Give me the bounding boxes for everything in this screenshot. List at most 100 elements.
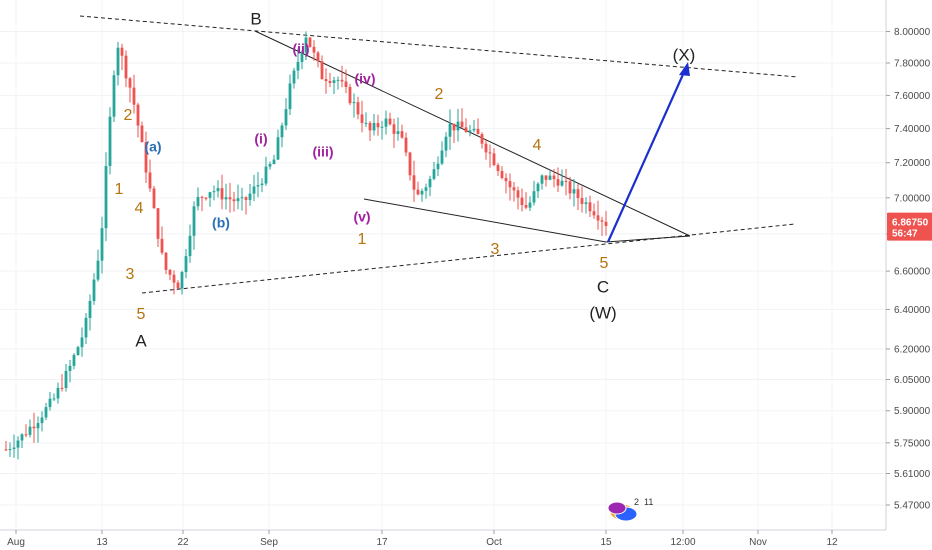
candle-body <box>404 137 408 153</box>
candle-body <box>72 355 76 366</box>
triangle-lower-line <box>363 198 607 243</box>
candle-body <box>592 211 596 216</box>
y-axis: 8.00000 7.80000 7.60000 7.40000 7.20000 7.000… <box>885 0 932 530</box>
candle-body <box>284 109 288 126</box>
candle-body <box>584 202 588 205</box>
triangle-base-line <box>605 235 691 243</box>
candle-body <box>212 191 216 193</box>
candle-body <box>300 52 304 62</box>
y-tick-label: 5.61000 <box>894 469 931 480</box>
candle-body <box>228 197 232 200</box>
candle-body <box>440 150 444 164</box>
candle-body <box>108 116 112 167</box>
candle-body <box>456 121 460 131</box>
candle-body <box>32 426 36 429</box>
candle-body <box>96 260 100 280</box>
candle-body <box>112 75 116 117</box>
candle-body <box>416 189 420 195</box>
candle-body <box>76 347 80 356</box>
candle-body <box>140 125 144 143</box>
candle-body <box>384 118 388 127</box>
candle-body <box>352 102 356 104</box>
candle-body <box>580 198 584 205</box>
wave-label: 5 <box>600 255 609 272</box>
last-price-countdown: 56:47 <box>892 229 918 240</box>
candle-body <box>556 179 560 186</box>
lower-dashed-line <box>141 223 796 294</box>
chart-grid <box>0 0 886 530</box>
y-tick-label: 7.60000 <box>894 91 931 102</box>
candle-body <box>484 143 488 153</box>
candle-body <box>356 102 360 115</box>
candle-body <box>372 123 376 131</box>
wave-label: A <box>135 331 147 350</box>
candle-body <box>136 104 140 126</box>
candle-body <box>328 81 332 83</box>
candle-body <box>204 197 208 199</box>
candle-body <box>432 169 436 179</box>
candle-body <box>412 175 416 190</box>
wave-label: (iii) <box>313 144 334 160</box>
candle-body <box>500 170 504 178</box>
candle-body <box>464 127 468 132</box>
candle-body <box>516 190 520 198</box>
candle-body <box>52 398 56 400</box>
candle-body <box>264 166 268 184</box>
events-badge[interactable]: 2 11 <box>607 497 653 522</box>
candle-body <box>240 197 244 199</box>
candle-body <box>160 238 164 253</box>
last-price-value: 6.86750 <box>892 218 929 229</box>
candle-body <box>292 70 296 84</box>
candle-body <box>368 122 372 131</box>
candle-body <box>248 193 252 200</box>
wave-label: 4 <box>533 137 542 154</box>
candle-body <box>604 221 608 226</box>
candle-body <box>252 186 256 194</box>
candle-body <box>312 46 316 53</box>
events-count: 11 <box>644 497 653 507</box>
candle-body <box>20 434 24 441</box>
candle-body <box>396 131 400 134</box>
candle-body <box>68 365 72 371</box>
candle-body <box>576 189 580 199</box>
wave-label: 1 <box>115 181 124 198</box>
candlestick-series <box>4 31 608 460</box>
candle-body <box>408 152 412 176</box>
candle-body <box>260 183 264 186</box>
candle-body <box>244 197 248 200</box>
candle-body <box>480 134 484 144</box>
candle-body <box>168 269 172 275</box>
wave-label: 4 <box>135 200 144 217</box>
candle-body <box>472 128 476 131</box>
wave-label: (a) <box>144 139 161 155</box>
candle-body <box>344 81 348 87</box>
candle-body <box>124 55 128 79</box>
wave-label: 2 <box>124 107 133 124</box>
candle-body <box>8 448 12 450</box>
candle-body <box>536 183 540 192</box>
candle-body <box>504 177 508 182</box>
candle-body <box>524 205 528 208</box>
y-tick-label: 7.00000 <box>894 193 931 204</box>
candle-body <box>180 272 184 289</box>
candle-body <box>36 423 40 429</box>
candle-body <box>496 165 500 171</box>
candle-body <box>452 123 456 131</box>
candle-body <box>156 208 160 239</box>
events-count: 2 <box>634 497 639 507</box>
x-tick-label: 13 <box>96 537 108 548</box>
candle-body <box>296 61 300 71</box>
candle-body <box>184 256 188 273</box>
candle-body <box>340 79 344 82</box>
candle-body <box>120 47 124 56</box>
x-tick-label: 12 <box>826 537 838 548</box>
candle-body <box>92 279 96 301</box>
candle-body <box>16 440 20 448</box>
candle-body <box>128 78 132 88</box>
candle-body <box>148 172 152 189</box>
wave-label: (v) <box>353 209 370 225</box>
candle-body <box>380 126 384 128</box>
candle-body <box>144 142 148 173</box>
x-axis: Aug 13 22 Sep 17 Oct 15 12:00 Nov 12 <box>0 529 886 548</box>
